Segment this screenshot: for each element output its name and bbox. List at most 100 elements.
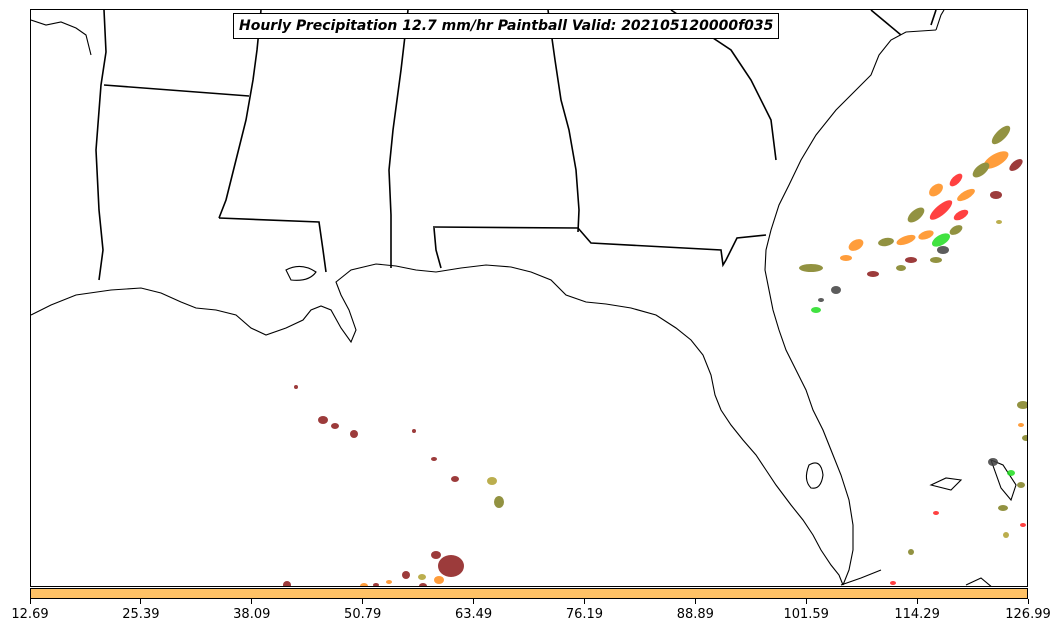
blob — [318, 416, 328, 424]
border-ms-al — [388, 10, 409, 268]
blob — [434, 576, 444, 584]
colorbar — [30, 588, 1028, 599]
blob — [1018, 423, 1024, 427]
colorbar-tick-label: 114.29 — [894, 607, 940, 622]
colorbar-tick — [29, 599, 31, 604]
colorbar-tick — [1027, 599, 1029, 604]
blob — [991, 125, 1011, 145]
blob — [896, 234, 916, 246]
blob — [1003, 532, 1009, 538]
blob — [350, 430, 358, 438]
lake-okeechobee — [805, 462, 824, 489]
bahamas-1 — [929, 477, 963, 491]
map-title: Hourly Precipitation 12.7 mm/hr Paintbal… — [233, 13, 780, 39]
colorbar-tick-label: 101.59 — [783, 607, 829, 622]
blob — [799, 264, 823, 272]
border-la-ms-south — [218, 217, 327, 273]
colorbar-tick — [362, 599, 364, 604]
lake-ponchartrain — [285, 265, 317, 281]
blob — [402, 571, 410, 579]
colorbar-tick — [694, 599, 696, 604]
blob — [988, 458, 998, 466]
map-canvas — [31, 10, 1027, 586]
colorbar-tick-label: 76.19 — [565, 607, 604, 622]
blob — [929, 183, 943, 197]
blob — [890, 581, 896, 585]
blob — [996, 220, 1002, 224]
precipitation-blobs — [283, 125, 1027, 586]
blob — [867, 271, 879, 277]
border-ar-ms — [103, 84, 250, 97]
colorbar-tick-label: 126.99 — [1005, 607, 1051, 622]
border-nc-top — [930, 10, 937, 26]
border-fl-ga-line — [433, 227, 442, 269]
colorbar-tick — [916, 599, 918, 604]
colorbar-tick-label: 25.39 — [122, 607, 160, 622]
colorbar-tick-label: 63.49 — [454, 607, 493, 622]
blob — [494, 496, 504, 508]
border-al-ga — [547, 10, 580, 233]
florida-east-coast — [764, 29, 937, 586]
map-frame[interactable] — [30, 9, 1028, 587]
blob — [294, 385, 298, 389]
blob — [1020, 523, 1026, 527]
colorbar-tick-label: 38.09 — [233, 607, 271, 622]
keys — [840, 569, 882, 586]
colorbar-tick — [583, 599, 585, 604]
blob — [905, 257, 917, 263]
blob — [931, 233, 951, 247]
colorbar-tick-label: 88.89 — [676, 607, 714, 622]
blob — [918, 230, 934, 240]
northwest-coast — [31, 19, 92, 56]
bahamas-2 — [990, 459, 1017, 502]
blob — [431, 551, 441, 559]
blob — [419, 583, 427, 586]
blob — [438, 555, 464, 577]
gulf-coast-texas-la — [31, 263, 844, 586]
blob — [487, 477, 497, 485]
blob — [848, 239, 864, 251]
colorbar-tick-label: 50.79 — [344, 607, 382, 622]
blob — [840, 255, 852, 261]
blob — [412, 429, 416, 433]
blob — [283, 581, 291, 586]
colorbar-tick-label: 12.69 — [11, 607, 49, 622]
atlantic-coast-north — [935, 10, 945, 31]
border-ar-la — [95, 10, 107, 281]
blob — [896, 265, 906, 271]
blob — [953, 209, 969, 221]
blob — [431, 457, 437, 461]
blob — [1022, 435, 1027, 441]
blob — [998, 505, 1008, 511]
colorbar-tick — [805, 599, 807, 604]
coastline — [31, 10, 1017, 586]
colorbar-tick — [140, 599, 142, 604]
blob — [930, 257, 942, 263]
blob — [990, 191, 1002, 199]
blob — [811, 307, 821, 313]
blob — [949, 225, 963, 235]
cuba-north — [965, 577, 992, 586]
blob — [933, 511, 939, 515]
colorbar-tick — [251, 599, 253, 604]
blob — [907, 207, 925, 223]
blob — [360, 583, 368, 586]
border-ms-west — [218, 10, 262, 219]
blob — [451, 476, 459, 482]
blob — [929, 200, 953, 220]
blob — [937, 246, 949, 254]
border-nc-sc — [870, 10, 902, 36]
blob — [908, 549, 914, 555]
blob — [983, 151, 1009, 169]
blob — [1007, 470, 1015, 476]
state-borders — [95, 10, 937, 281]
blob — [1009, 159, 1023, 171]
border-al-fl — [432, 226, 767, 268]
blob — [386, 580, 392, 584]
colorbar-tick — [473, 599, 475, 604]
blob — [331, 423, 339, 429]
blob — [1017, 401, 1027, 409]
blob — [818, 298, 824, 302]
blob — [1017, 482, 1025, 488]
blob — [949, 173, 963, 187]
